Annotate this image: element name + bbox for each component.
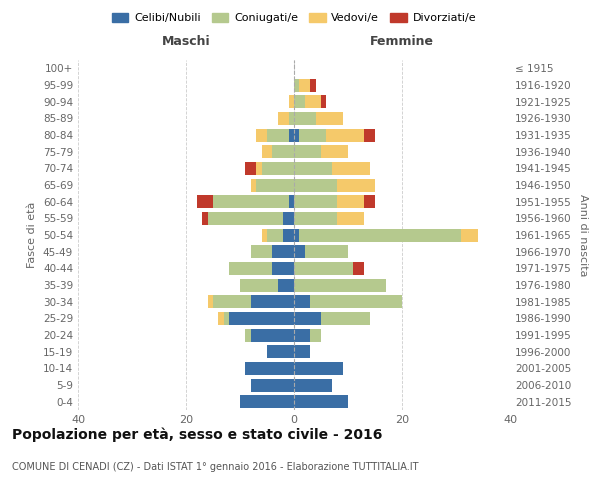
Bar <box>229 262 272 275</box>
Bar <box>294 145 321 158</box>
Bar <box>224 312 229 325</box>
Bar <box>213 295 251 308</box>
Bar <box>294 78 299 92</box>
Bar <box>251 295 294 308</box>
Bar <box>197 195 213 208</box>
Bar <box>245 328 251 342</box>
Bar <box>278 112 289 125</box>
Bar <box>294 312 321 325</box>
Bar <box>294 278 386 291</box>
Bar <box>294 178 337 192</box>
Bar <box>272 262 294 275</box>
Bar <box>272 145 294 158</box>
Bar <box>218 312 224 325</box>
Bar <box>213 195 289 208</box>
Bar <box>294 212 337 225</box>
Bar <box>294 378 332 392</box>
Bar <box>289 112 294 125</box>
Bar <box>321 95 326 108</box>
Bar <box>321 145 348 158</box>
Text: COMUNE DI CENADI (CZ) - Dati ISTAT 1° gennaio 2016 - Elaborazione TUTTITALIA.IT: COMUNE DI CENADI (CZ) - Dati ISTAT 1° ge… <box>12 462 419 472</box>
Text: Femmine: Femmine <box>370 36 434 49</box>
Text: Maschi: Maschi <box>161 36 211 49</box>
Bar <box>294 362 343 375</box>
Bar <box>310 295 402 308</box>
Bar <box>251 378 294 392</box>
Bar <box>208 295 213 308</box>
Bar <box>283 212 294 225</box>
Bar <box>332 162 370 175</box>
Bar <box>256 128 267 141</box>
Bar <box>229 312 294 325</box>
Bar <box>353 262 364 275</box>
Bar <box>310 78 316 92</box>
Bar <box>251 178 256 192</box>
Bar <box>294 228 299 241</box>
Bar <box>294 262 353 275</box>
Bar <box>294 295 310 308</box>
Bar <box>294 162 332 175</box>
Bar <box>262 162 294 175</box>
Bar <box>294 245 305 258</box>
Bar <box>245 162 256 175</box>
Bar <box>305 95 321 108</box>
Bar <box>294 112 316 125</box>
Bar <box>202 212 208 225</box>
Legend: Celibi/Nubili, Coniugati/e, Vedovi/e, Divorziati/e: Celibi/Nubili, Coniugati/e, Vedovi/e, Di… <box>107 8 481 28</box>
Y-axis label: Anni di nascita: Anni di nascita <box>578 194 588 276</box>
Bar <box>208 212 283 225</box>
Bar <box>262 145 272 158</box>
Text: Popolazione per età, sesso e stato civile - 2016: Popolazione per età, sesso e stato civil… <box>12 428 382 442</box>
Bar <box>337 178 375 192</box>
Bar <box>364 195 375 208</box>
Bar <box>256 178 294 192</box>
Bar <box>251 245 272 258</box>
Bar <box>294 95 305 108</box>
Y-axis label: Fasce di età: Fasce di età <box>28 202 37 268</box>
Bar <box>240 278 278 291</box>
Bar <box>294 128 299 141</box>
Bar <box>245 362 294 375</box>
Bar <box>251 328 294 342</box>
Bar <box>294 345 310 358</box>
Bar <box>294 328 310 342</box>
Bar <box>272 245 294 258</box>
Bar <box>289 195 294 208</box>
Bar <box>294 395 348 408</box>
Bar <box>294 195 337 208</box>
Bar <box>240 395 294 408</box>
Bar <box>321 312 370 325</box>
Bar <box>267 345 294 358</box>
Bar <box>299 78 310 92</box>
Bar <box>299 128 326 141</box>
Bar <box>310 328 321 342</box>
Bar <box>461 228 478 241</box>
Bar <box>267 228 283 241</box>
Bar <box>289 128 294 141</box>
Bar <box>337 212 364 225</box>
Bar <box>267 128 289 141</box>
Bar <box>289 95 294 108</box>
Bar <box>337 195 364 208</box>
Bar <box>299 228 461 241</box>
Bar <box>326 128 364 141</box>
Bar <box>283 228 294 241</box>
Bar <box>305 245 348 258</box>
Bar <box>364 128 375 141</box>
Bar <box>316 112 343 125</box>
Bar <box>262 228 267 241</box>
Bar <box>256 162 262 175</box>
Bar <box>278 278 294 291</box>
